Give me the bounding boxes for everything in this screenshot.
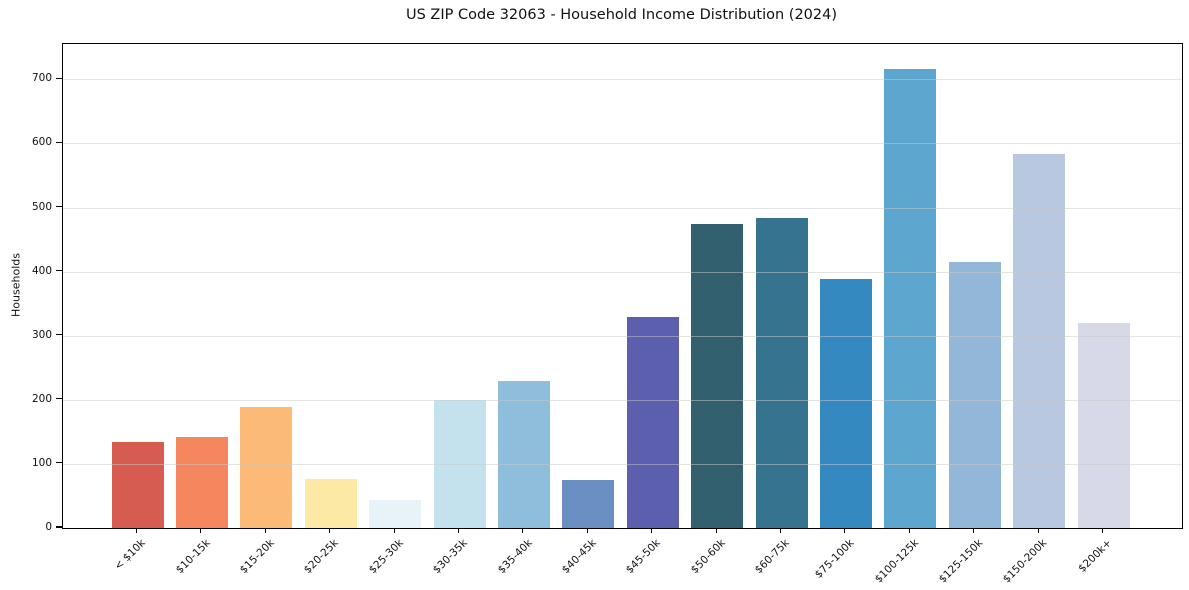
x-tick-mark (393, 528, 395, 534)
bar (304, 478, 357, 528)
y-tick-label: 400 (31, 264, 52, 277)
y-tick-label: 200 (31, 392, 52, 405)
x-tick-label: $10-15k (173, 537, 213, 577)
y-tick-label: 600 (31, 136, 52, 149)
bar (755, 218, 808, 528)
y-tick-label: 0 (45, 521, 52, 533)
x-tick-label: $75-100k (812, 537, 857, 581)
y-tick-mark (56, 334, 62, 336)
plot-area (62, 43, 1183, 529)
gridline (63, 79, 1182, 81)
x-tick-label: $45-50k (624, 537, 664, 577)
y-tick-mark (56, 77, 62, 79)
x-tick-mark (973, 528, 975, 534)
y-tick-label: 500 (31, 200, 52, 213)
x-tick-label: $30-35k (430, 537, 470, 577)
x-tick-label: $125-150k (936, 537, 986, 586)
x-tick-label: $150-200k (1001, 537, 1050, 586)
y-tick-mark (56, 270, 62, 272)
x-tick-mark (135, 528, 138, 534)
y-tick-mark (56, 462, 62, 464)
bar (626, 316, 679, 528)
bar (948, 262, 1001, 528)
x-tick-mark (1037, 528, 1039, 534)
x-tick-label: $25-30k (366, 537, 406, 577)
x-tick-label: $200k+ (1076, 537, 1114, 575)
y-tick-mark (56, 526, 62, 528)
x-tick-mark (1101, 528, 1104, 534)
x-tick-mark (200, 528, 202, 534)
gridline (63, 271, 1182, 273)
bar (240, 406, 293, 528)
x-tick-label: $20-25k (302, 537, 342, 577)
x-tick-label: $35-40k (495, 537, 535, 577)
x-tick-label: $50-60k (688, 537, 728, 577)
x-tick-mark (908, 528, 910, 534)
x-tick-mark (651, 528, 653, 534)
gridline (63, 143, 1182, 145)
bar (1077, 322, 1130, 528)
x-tick-label: $15-20k (237, 537, 277, 577)
x-tick-label: $60-75k (752, 537, 792, 577)
bar (1013, 154, 1066, 528)
gridline (63, 207, 1182, 209)
x-tick-mark (264, 528, 266, 534)
x-tick-mark (715, 528, 717, 534)
gridline (63, 335, 1182, 337)
x-tick-mark (329, 528, 331, 534)
bar (175, 437, 228, 528)
x-tick-mark (586, 528, 588, 534)
x-tick-label: < $10k (112, 537, 148, 573)
x-tick-mark (844, 528, 846, 534)
y-tick-mark (56, 141, 62, 143)
x-tick-mark (522, 528, 524, 534)
y-tick-label: 300 (31, 328, 52, 341)
x-tick-label: $40-45k (559, 537, 599, 577)
y-tick-mark (56, 398, 62, 400)
x-tick-mark (457, 528, 460, 534)
chart-title: US ZIP Code 32063 - Household Income Dis… (405, 7, 838, 23)
y-tick-mark (56, 205, 62, 208)
gridline (63, 399, 1182, 401)
x-tick-label: $100-125k (872, 537, 921, 586)
y-tick-label: 100 (31, 456, 52, 469)
bar (497, 380, 550, 528)
x-tick-mark (779, 528, 782, 534)
bar (562, 479, 615, 528)
bar (111, 441, 164, 528)
gridline (63, 463, 1182, 465)
bar (819, 278, 872, 528)
bar (884, 69, 937, 528)
bar (369, 500, 422, 528)
bar (691, 223, 744, 528)
y-tick-label: 700 (31, 72, 52, 85)
